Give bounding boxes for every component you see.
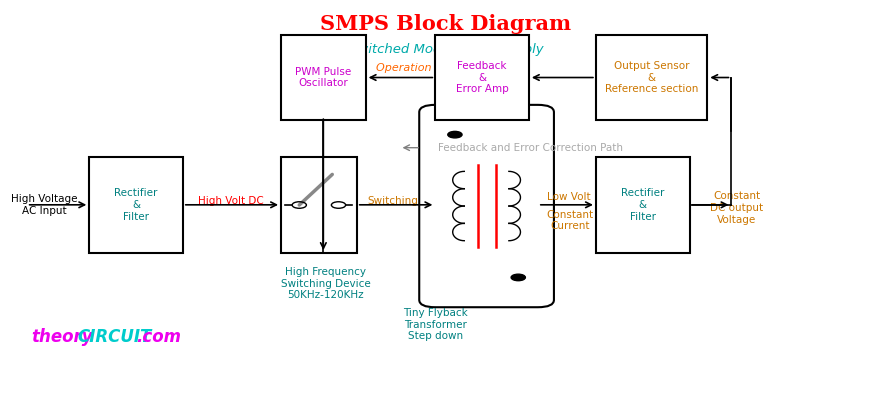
Bar [435, 35, 529, 120]
Text: Feedback
&
Error Amp: Feedback & Error Amp [456, 61, 508, 94]
Bar [89, 157, 183, 253]
Text: PWM Pulse
Oscillator: PWM Pulse Oscillator [295, 67, 351, 88]
Circle shape [448, 131, 462, 138]
Bar [281, 157, 357, 253]
Text: High Frequency
Switching Device
50KHz-120KHz: High Frequency Switching Device 50KHz-12… [281, 267, 371, 300]
Text: Rectifier
&
Filter: Rectifier & Filter [621, 188, 665, 222]
Text: Low Volt: Low Volt [547, 193, 591, 202]
Bar [281, 35, 366, 120]
Text: High Voltage
AC Input: High Voltage AC Input [11, 194, 78, 215]
Circle shape [511, 274, 525, 281]
Text: High Volt DC: High Volt DC [198, 196, 264, 206]
Text: Switched Mode Power Supply: Switched Mode Power Supply [349, 43, 543, 56]
Text: Rectifier
&
Filter: Rectifier & Filter [114, 188, 158, 222]
Text: SMPS Block Diagram: SMPS Block Diagram [320, 14, 572, 34]
Bar [596, 35, 707, 120]
Text: Output Sensor
&
Reference section: Output Sensor & Reference section [605, 61, 698, 94]
Bar [596, 157, 690, 253]
Text: .com: .com [136, 328, 181, 346]
FancyBboxPatch shape [419, 105, 554, 307]
Text: Switching: Switching [368, 196, 418, 206]
Text: theory: theory [31, 328, 93, 346]
Text: Constant
DC output
Voltage: Constant DC output Voltage [710, 191, 764, 225]
Text: CIRCUIT: CIRCUIT [78, 328, 152, 346]
Text: Feedback and Error Correction Path: Feedback and Error Correction Path [438, 143, 624, 153]
Text: Tiny Flyback
Transformer
Step down: Tiny Flyback Transformer Step down [403, 308, 467, 341]
Text: Constant
Current: Constant Current [547, 210, 594, 231]
Text: Operation Block diagram: Operation Block diagram [376, 63, 516, 73]
